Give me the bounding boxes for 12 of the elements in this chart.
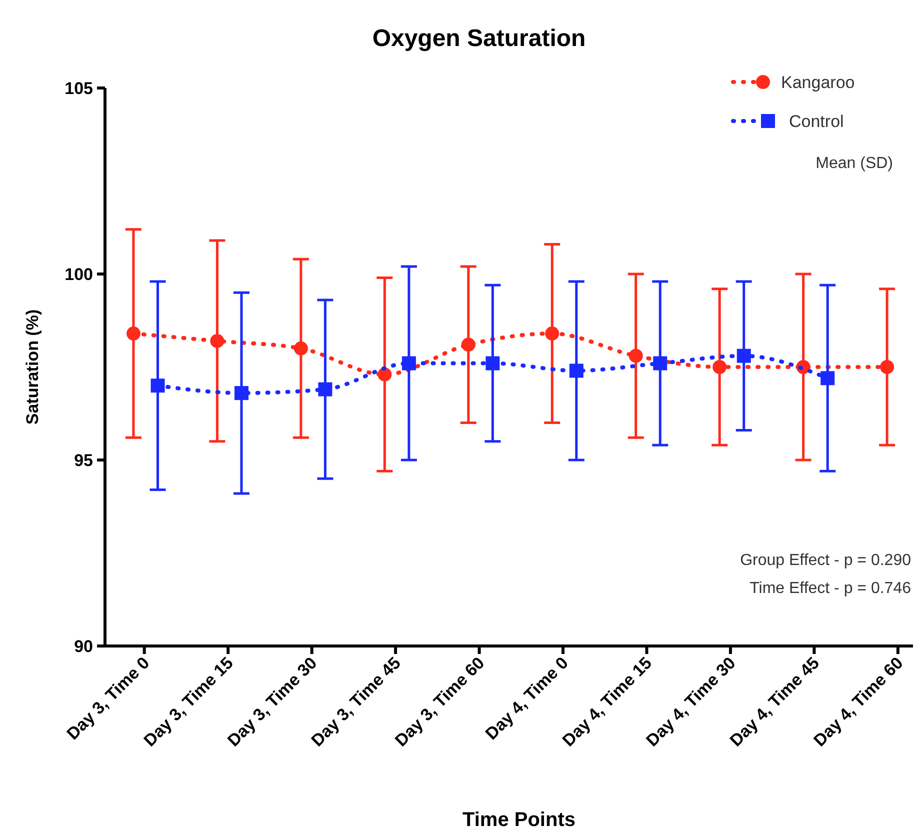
y-tick-label: 90: [74, 636, 93, 656]
y-axis-title: Saturation (%): [23, 309, 42, 425]
annotation: Mean (SD): [816, 155, 893, 172]
y-tick-label: 100: [64, 264, 93, 284]
x-axis-title: Time Points: [462, 809, 576, 831]
chart-title: Oxygen Saturation: [372, 25, 586, 52]
y-tick-label: 95: [74, 450, 93, 470]
legend-label: Kangaroo: [781, 72, 855, 92]
legend-label: Control: [789, 112, 844, 131]
y-tick-label: 105: [64, 78, 93, 98]
annotation: Time Effect - p = 0.746: [750, 580, 912, 597]
annotation: Group Effect - p = 0.290: [740, 552, 912, 569]
